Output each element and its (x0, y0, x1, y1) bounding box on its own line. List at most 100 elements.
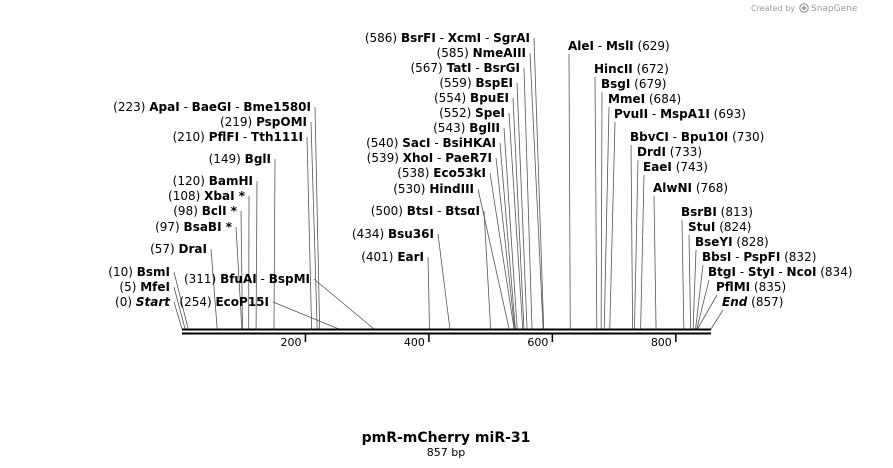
site-leader-line (310, 121, 318, 330)
site-label: (120) BamHI (173, 174, 253, 188)
site-label: (434) Bsu36I (352, 227, 434, 241)
enzyme-name: Bme1580I (243, 100, 311, 114)
name-separator: - (257, 272, 269, 286)
site-label: (149) BglI (209, 152, 271, 166)
sequence-backbone (182, 328, 711, 335)
name-separator: - (731, 250, 743, 264)
site-position: (684) (645, 92, 681, 106)
name-separator: - (669, 130, 681, 144)
enzyme-name: BaeGI (192, 100, 232, 114)
name-separator: - (472, 61, 484, 75)
name-separator: - (433, 204, 445, 218)
enzyme-name: PflMI (716, 280, 750, 294)
enzyme-name: PvuII (614, 107, 648, 121)
site-leader-line (630, 144, 634, 330)
site-position: (0) (115, 295, 136, 309)
site-label: (219) PspOMI (220, 115, 307, 129)
site-label: BseYI (828) (695, 235, 769, 249)
name-separator: - (231, 100, 243, 114)
enzyme-name: NcoI (787, 265, 817, 279)
site-leader-line (600, 91, 603, 330)
site-position: (828) (733, 235, 769, 249)
site-label: (586) BsrFI - XcmI - SgrAI (365, 31, 530, 45)
site-position: (768) (692, 181, 728, 195)
enzyme-name: Bsu36I (388, 227, 434, 241)
site-position: (730) (728, 130, 764, 144)
enzyme-name: Eco53kI (433, 166, 486, 180)
site-label: (567) TatI - BsrGI (410, 61, 520, 75)
site-position: (210) (173, 130, 209, 144)
site-leader-line (512, 97, 525, 330)
site-leader-line (503, 127, 518, 330)
site-label: BsgI (679) (601, 77, 666, 91)
name-separator: - (736, 265, 748, 279)
site-position: (434) (352, 227, 388, 241)
site-position: (679) (630, 77, 666, 91)
site-leader-line (508, 112, 524, 330)
enzyme-name: BseYI (695, 235, 733, 249)
site-label: (538) Eco53kI (397, 166, 486, 180)
site-position: (567) (410, 61, 446, 75)
enzyme-name: SgrAI (493, 31, 530, 45)
site-position: (538) (397, 166, 433, 180)
site-leader-line (653, 195, 657, 330)
created-by-credit: Created by SnapGene (751, 3, 858, 14)
site-position: (223) (113, 100, 149, 114)
site-label: (98) BclI * (173, 204, 237, 218)
enzyme-name: HindIII (429, 182, 474, 196)
enzyme-name: PspFI (743, 250, 780, 264)
site-label: (10) BsmI (108, 265, 170, 279)
site-label: (552) SpeI (439, 106, 505, 120)
site-leader-line (173, 301, 183, 330)
enzyme-name: BsrGI (483, 61, 520, 75)
site-position: (559) (439, 76, 475, 90)
site-position: (540) (366, 136, 402, 150)
site-position: (219) (220, 115, 256, 129)
site-position: (543) (433, 121, 469, 135)
site-leader-line (533, 37, 545, 330)
site-label: (97) BsaBI * (155, 220, 233, 234)
site-position: (832) (780, 250, 816, 264)
site-position: (552) (439, 106, 475, 120)
enzyme-name: PaeR7I (445, 151, 492, 165)
axis-tick-label: 800 (651, 336, 672, 349)
site-label: (585) NmeAIII (437, 46, 526, 60)
site-label: (500) BtsI - BtsαI (371, 204, 480, 218)
site-position: (254) (179, 295, 215, 309)
enzyme-name: MfeI (140, 280, 170, 294)
site-leader-line (516, 82, 528, 330)
site-position: (835) (750, 280, 786, 294)
site-label: HincII (672) (594, 62, 669, 76)
enzyme-name: BpuEI (470, 91, 509, 105)
enzyme-name: BsrBI (681, 205, 717, 219)
site-label: (311) BfuAI - BspMI (184, 272, 310, 286)
site-leader-line (489, 172, 515, 330)
site-label: (554) BpuEI (434, 91, 509, 105)
axis-tick-label: 600 (527, 336, 548, 349)
site-position: (120) (173, 174, 209, 188)
site-leader-line (427, 256, 430, 330)
site-position: (629) (634, 39, 670, 53)
name-separator: - (775, 265, 787, 279)
site-label: End (857) (722, 295, 783, 309)
enzyme-name: BspMI (269, 272, 310, 286)
enzyme-name: XcmI (448, 31, 481, 45)
site-position: (530) (393, 182, 429, 196)
name-separator: - (648, 107, 660, 121)
enzyme-name: AlwNI (653, 181, 692, 195)
site-label: (543) BglII (433, 121, 500, 135)
enzyme-name: BsrFI (401, 31, 436, 45)
enzyme-name: AleI (568, 39, 594, 53)
enzyme-name: BbvCI (630, 130, 669, 144)
site-leader-line (272, 301, 339, 330)
enzyme-name: BsiHKAI (443, 136, 497, 150)
enzyme-name: EarI (397, 250, 424, 264)
name-separator: - (180, 100, 192, 114)
site-label: PvuII - MspA1I (693) (614, 107, 746, 121)
enzyme-name: StuI (688, 220, 715, 234)
site-label: (530) HindIII (393, 182, 474, 196)
site-label: (108) XbaI * (168, 189, 246, 203)
enzyme-name: BsgI (601, 77, 630, 91)
site-leader-line (240, 210, 243, 330)
